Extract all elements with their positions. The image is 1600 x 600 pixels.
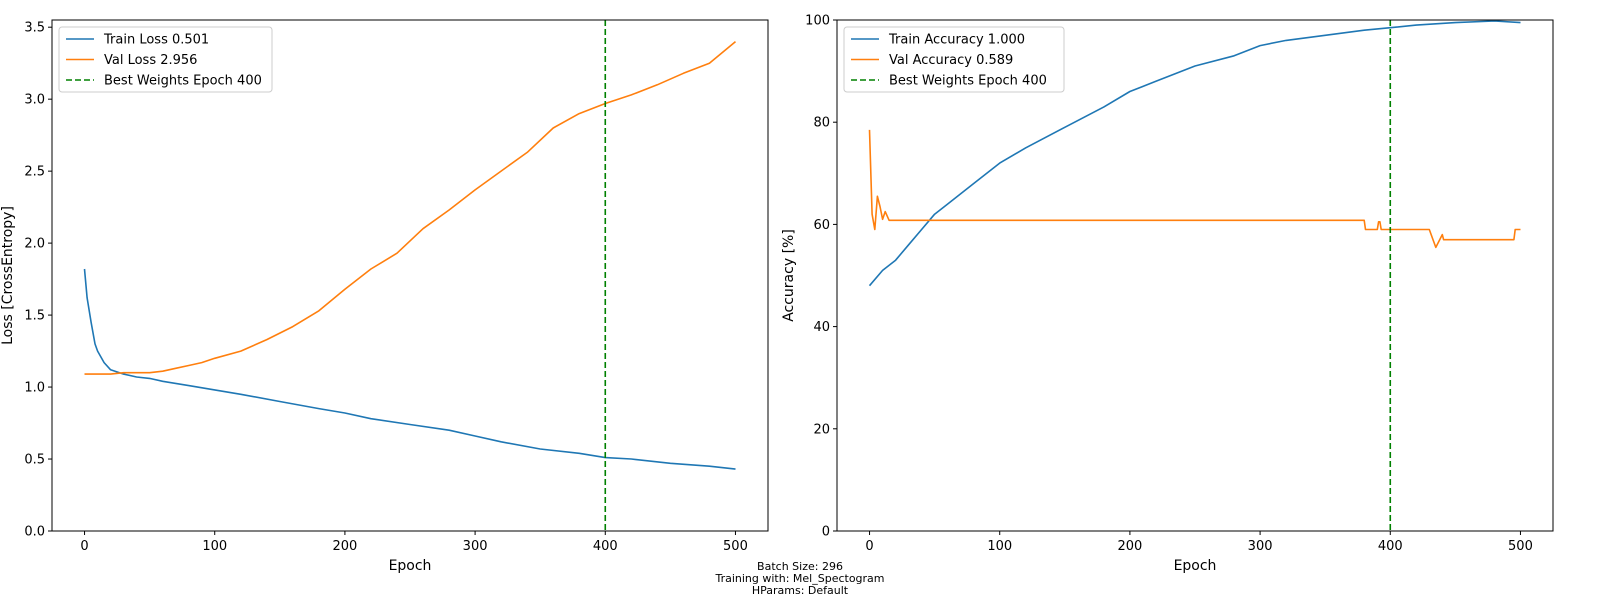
footer: Batch Size: 296 Training with: Mel_Spect…	[714, 560, 884, 597]
legend-box	[843, 26, 1065, 93]
y-tick-label: 20	[813, 422, 830, 437]
y-tick-label: 0.0	[24, 525, 45, 540]
footer-hparams: HParams: Default	[752, 584, 849, 597]
legend: Train Accuracy 1.000 Val Accuracy 0.589 Be…	[843, 26, 1065, 93]
x-tick-label: 400	[1378, 539, 1403, 554]
accuracy-chart: 0 100 200 300 400 500 0 20 40 60 80 100 Epoch Accurac…	[781, 14, 1554, 574]
y-tick-label: 80	[813, 116, 830, 131]
footer-batch-size: Batch Size: 296	[757, 560, 843, 573]
plot-area	[868, 20, 1521, 531]
x-axis-label: Epoch	[1174, 558, 1217, 574]
legend-entry: Train Accuracy 1.000	[888, 33, 1025, 48]
x-tick-label: 100	[987, 539, 1012, 554]
legend-entry: Val Loss 2.956	[104, 53, 197, 68]
legend-entry: Train Loss 0.501	[103, 33, 209, 48]
x-tick-label: 500	[723, 539, 748, 554]
x-tick-label: 500	[1508, 539, 1533, 554]
x-tick-label: 300	[463, 539, 488, 554]
y-axis-label: Loss [CrossEntropy]	[0, 206, 16, 345]
y-tick-label: 2.0	[24, 237, 45, 252]
y-tick-label: 60	[813, 218, 830, 233]
legend-entry: Best Weights Epoch 400	[889, 74, 1047, 89]
series-train-loss-0-501	[83, 268, 736, 470]
x-tick-label: 0	[865, 539, 873, 554]
x-axis-label: Epoch	[389, 558, 432, 574]
y-tick-label: 1.0	[24, 381, 45, 396]
y-axis-label: Accuracy [%]	[781, 229, 797, 322]
y-tick-label: 3.5	[24, 21, 45, 36]
x-tick-label: 300	[1248, 539, 1273, 554]
x-tick-label: 400	[593, 539, 618, 554]
legend-box	[58, 26, 273, 93]
y-tick-label: 2.5	[24, 165, 45, 180]
axes-frame	[836, 19, 1554, 532]
y-tick-label: 0	[822, 525, 830, 540]
x-tick-label: 100	[202, 539, 227, 554]
y-tick-label: 3.0	[24, 93, 45, 108]
footer-training-with: Training with: Mel_Spectogram	[714, 572, 884, 585]
y-tick-label: 1.5	[24, 309, 45, 324]
legend-entry: Val Accuracy 0.589	[889, 53, 1013, 68]
x-tick-label: 200	[1117, 539, 1142, 554]
x-tick-label: 0	[80, 539, 88, 554]
plot-area	[83, 20, 737, 531]
series-train-accuracy-1-000	[868, 20, 1521, 287]
legend: Train Loss 0.501 Val Loss 2.956 Best Weigh…	[58, 26, 273, 93]
y-tick-label: 0.5	[24, 453, 45, 468]
series-val-accuracy-0-589	[868, 129, 1521, 249]
legend-entry: Best Weights Epoch 400	[104, 74, 262, 89]
x-tick-label: 200	[332, 539, 357, 554]
y-tick-label: 100	[805, 14, 830, 29]
loss-chart: 0 100 200 300 400 500 0.0 0.5 1.0 1.5 2.0 2.5 3.0 3.5…	[0, 19, 769, 574]
y-tick-label: 40	[813, 320, 830, 335]
axes-frame	[51, 19, 769, 532]
